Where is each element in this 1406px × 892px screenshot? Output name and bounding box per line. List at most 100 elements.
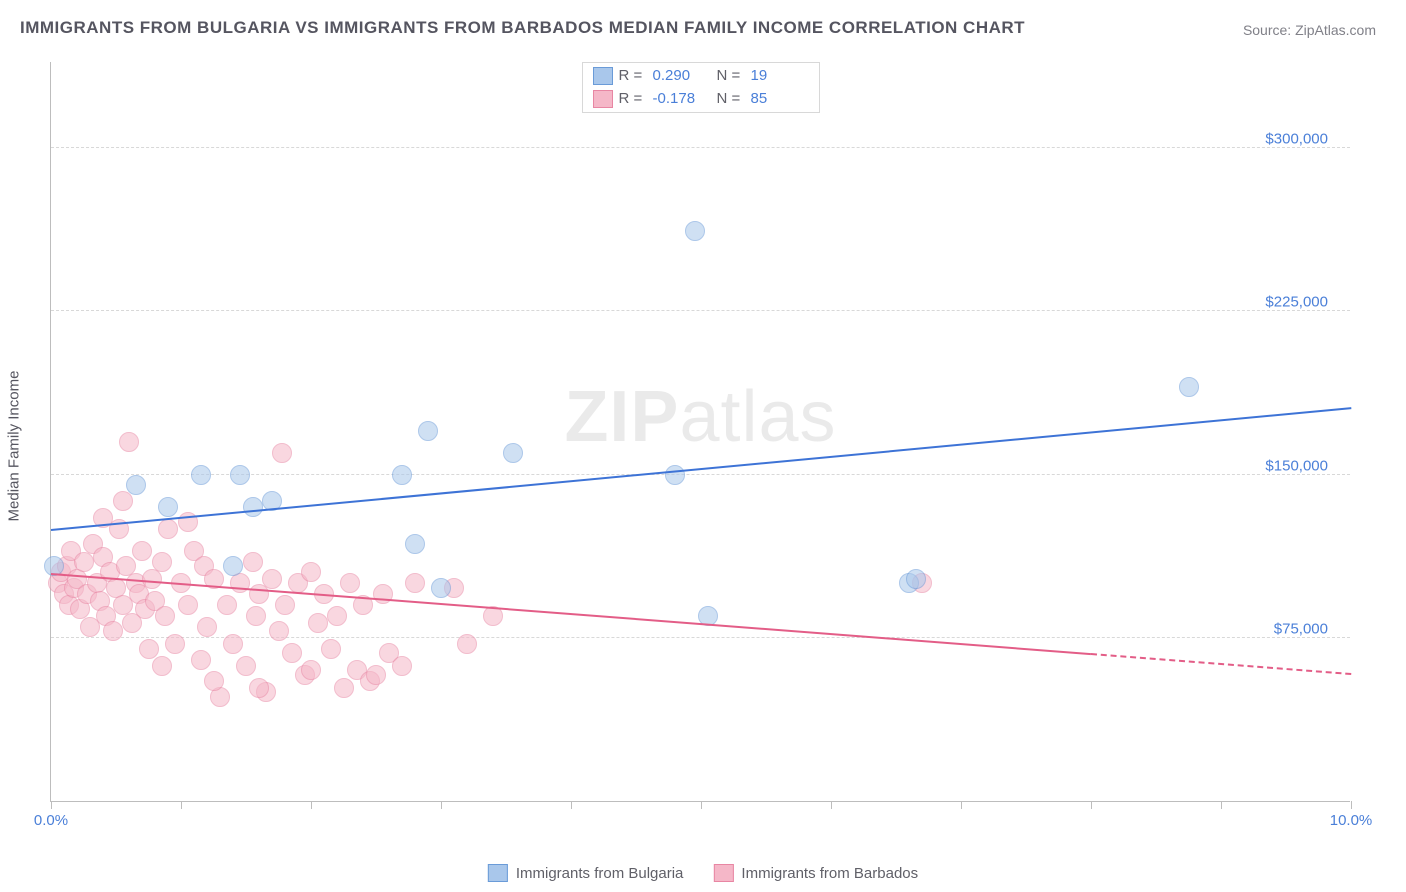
data-point [321, 639, 341, 659]
y-tick-label: $150,000 [1265, 457, 1328, 474]
legend-r-label: R = [619, 65, 647, 88]
data-point [158, 519, 178, 539]
legend-swatch [593, 67, 613, 85]
data-point [457, 634, 477, 654]
data-point [246, 606, 266, 626]
data-point [191, 650, 211, 670]
legend-row: R = -0.178 N = 85 [593, 88, 809, 111]
data-point [119, 432, 139, 452]
legend-swatch [488, 864, 508, 882]
legend-n-value: 19 [751, 65, 809, 88]
source-link[interactable]: ZipAtlas.com [1295, 22, 1376, 38]
data-point [158, 497, 178, 517]
x-tick [1221, 801, 1222, 809]
data-point [340, 573, 360, 593]
series-legend: Immigrants from Bulgaria Immigrants from … [488, 864, 918, 882]
x-tick [701, 801, 702, 809]
y-tick-label: $225,000 [1265, 294, 1328, 311]
legend-r-value: -0.178 [653, 88, 711, 111]
data-point [665, 465, 685, 485]
data-point [236, 656, 256, 676]
data-point [262, 569, 282, 589]
chart-title: IMMIGRANTS FROM BULGARIA VS IMMIGRANTS F… [20, 18, 1025, 38]
x-tick [311, 801, 312, 809]
data-point [366, 665, 386, 685]
legend-r-label: R = [619, 88, 647, 111]
data-point [74, 552, 94, 572]
data-point [217, 595, 237, 615]
legend-label: Immigrants from Barbados [741, 865, 918, 882]
data-point [301, 562, 321, 582]
x-tick [571, 801, 572, 809]
data-point [178, 595, 198, 615]
data-point [243, 552, 263, 572]
gridline [51, 310, 1350, 311]
data-point [223, 556, 243, 576]
data-point [308, 613, 328, 633]
legend-label: Immigrants from Bulgaria [516, 865, 684, 882]
data-point [223, 634, 243, 654]
data-point [204, 671, 224, 691]
y-tick-label: $300,000 [1265, 131, 1328, 148]
gridline [51, 147, 1350, 148]
legend-swatch [713, 864, 733, 882]
gridline [51, 637, 1350, 638]
data-point [301, 660, 321, 680]
x-tick-label: 10.0% [1330, 812, 1373, 829]
data-point [685, 221, 705, 241]
data-point [282, 643, 302, 663]
data-point [405, 573, 425, 593]
y-axis-label: Median Family Income [6, 371, 23, 522]
plot-area: ZIPatlas R = 0.290 N = 19 R = -0.178 N = 85 $75… [50, 62, 1350, 802]
data-point [139, 639, 159, 659]
x-tick [51, 801, 52, 809]
legend-n-label: N = [717, 88, 745, 111]
data-point [165, 634, 185, 654]
data-point [249, 678, 269, 698]
data-point [230, 573, 250, 593]
x-tick-label: 0.0% [34, 812, 68, 829]
legend-n-label: N = [717, 65, 745, 88]
watermark: ZIPatlas [564, 376, 836, 458]
legend-item: Immigrants from Bulgaria [488, 864, 684, 882]
data-point [155, 606, 175, 626]
legend-n-value: 85 [751, 88, 809, 111]
data-point [1179, 377, 1199, 397]
data-point [906, 569, 926, 589]
data-point [418, 421, 438, 441]
x-tick [961, 801, 962, 809]
x-tick [1351, 801, 1352, 809]
legend-swatch [593, 90, 613, 108]
data-point [243, 497, 263, 517]
trend-line [1091, 653, 1351, 675]
x-tick [441, 801, 442, 809]
data-point [272, 443, 292, 463]
x-tick [1091, 801, 1092, 809]
data-point [230, 465, 250, 485]
source-prefix: Source: [1243, 22, 1295, 38]
x-tick [831, 801, 832, 809]
data-point [191, 465, 211, 485]
source-attribution: Source: ZipAtlas.com [1243, 22, 1376, 38]
data-point [373, 584, 393, 604]
x-tick [181, 801, 182, 809]
data-point [275, 595, 295, 615]
legend-row: R = 0.290 N = 19 [593, 65, 809, 88]
data-point [334, 678, 354, 698]
data-point [392, 465, 412, 485]
y-tick-label: $75,000 [1274, 620, 1328, 637]
legend-item: Immigrants from Barbados [713, 864, 918, 882]
trend-line [51, 573, 1091, 655]
data-point [152, 656, 172, 676]
data-point [103, 621, 123, 641]
data-point [152, 552, 172, 572]
data-point [431, 578, 451, 598]
data-point [132, 541, 152, 561]
data-point [405, 534, 425, 554]
data-point [269, 621, 289, 641]
legend-r-value: 0.290 [653, 65, 711, 88]
data-point [327, 606, 347, 626]
data-point [126, 475, 146, 495]
correlation-legend: R = 0.290 N = 19 R = -0.178 N = 85 [582, 62, 820, 113]
data-point [197, 617, 217, 637]
